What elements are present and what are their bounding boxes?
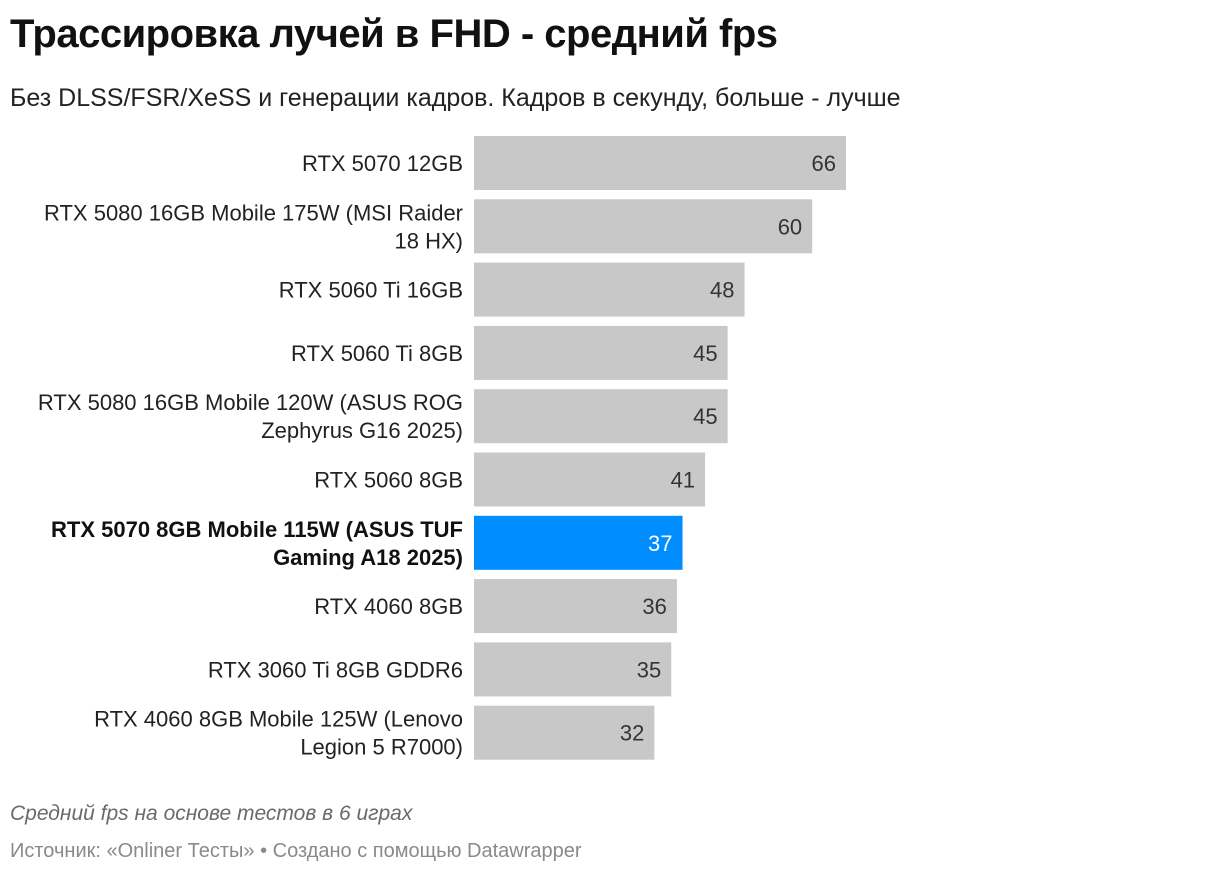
bar-value-label: 37 [648,531,672,556]
category-label: RTX 5080 16GB Mobile 120W (ASUS ROG Zephy… [38,390,463,443]
bar [474,262,745,317]
bar [474,705,655,760]
bar-value-label: 60 [778,214,802,239]
bar-value-label: 45 [693,341,717,366]
bar-value-label: 41 [671,468,695,493]
category-label: RTX 4060 8GB [314,594,463,619]
bar-value-label: 32 [620,721,644,746]
bar-chart: 66 RTX 5070 12GB 60 RTX 5080 16GB Mobile 17… [38,136,846,760]
bar [474,452,706,507]
bar-highlighted [474,515,683,570]
bar [474,579,677,634]
category-label: RTX 5070 12GB [302,151,463,176]
category-label: RTX 3060 Ti 8GB GDDR6 [208,657,463,682]
bar [474,136,846,190]
bar [474,325,728,380]
category-label: RTX 5060 Ti 16GB [279,278,463,303]
chart-subtitle: Без DLSS/FSR/XeSS и генерации кадров. Ка… [10,84,901,112]
bar-value-label: 36 [642,594,666,619]
chart-source-footer: Источник: «Onliner Тесты» • Создано с по… [10,840,582,862]
bar [474,199,813,254]
category-label: RTX 5060 Ti 8GB [291,341,463,366]
bar-value-label: 48 [710,278,734,303]
bar [474,642,672,697]
category-label: RTX 5060 8GB [314,468,463,493]
bar-value-label: 45 [693,404,717,429]
bar-value-label: 66 [812,151,836,176]
chart-title: Трассировка лучей в FHD - средний fps [10,12,778,56]
category-label: RTX 5070 8GB Mobile 115W (ASUS TUF Gaming… [51,517,463,570]
category-label: RTX 4060 8GB Mobile 125W (Lenovo Legion 5… [94,707,463,760]
category-label: RTX 5080 16GB Mobile 175W (MSI Raider 18 … [44,200,463,253]
chart-note: Средний fps на основе тестов в 6 играх [10,802,413,825]
bar-value-label: 35 [637,657,661,682]
bar [474,389,728,444]
